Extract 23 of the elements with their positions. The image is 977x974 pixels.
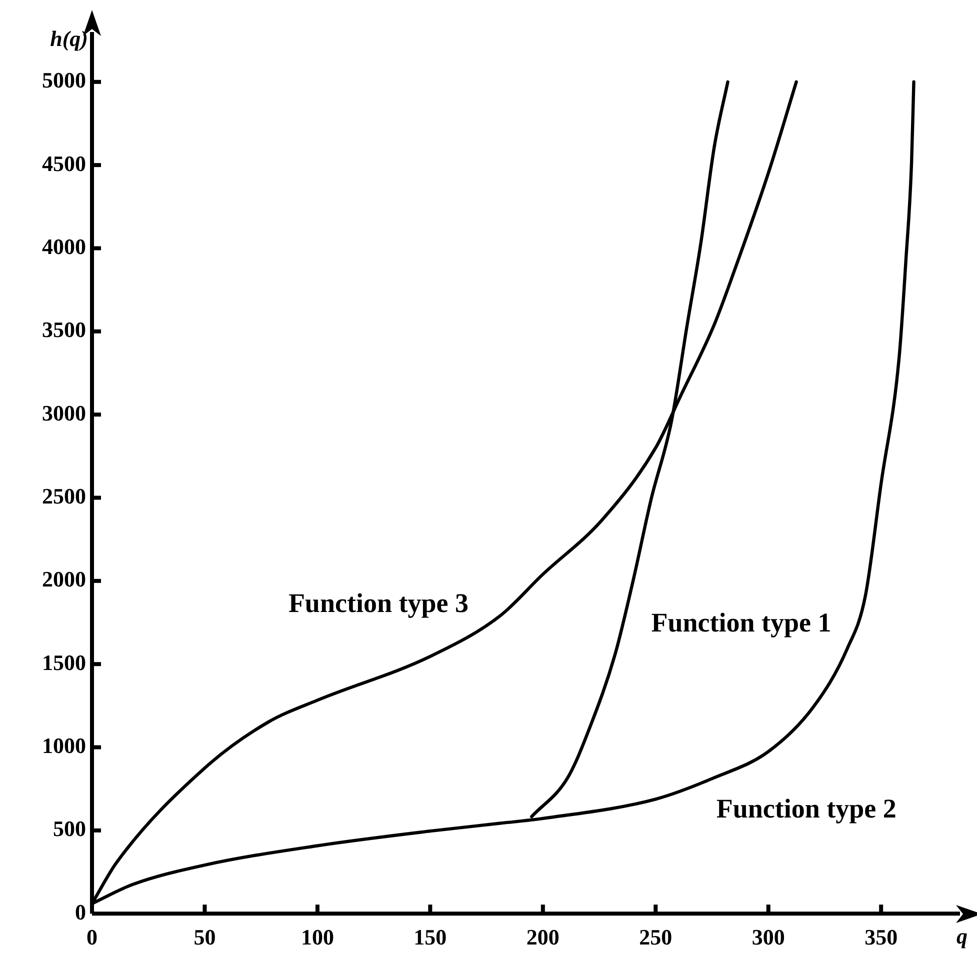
series-label: Function type 3 [288, 588, 468, 618]
x-tick-label: 50 [194, 924, 216, 950]
y-tick-label: 2500 [42, 483, 86, 508]
y-tick-label: 0 [75, 899, 86, 924]
y-tick-label: 1500 [42, 650, 86, 675]
y-tick-label: 4000 [42, 234, 86, 259]
x-tick-label: 100 [300, 924, 334, 950]
x-tick-label: 300 [752, 924, 785, 950]
y-tick-label: 500 [53, 816, 86, 842]
y-tick-label: 1000 [42, 732, 86, 758]
series-label: Function type 2 [716, 793, 896, 824]
y-tick-label: 5000 [42, 68, 86, 93]
x-tick-label: 350 [864, 924, 898, 950]
y-tick-label: 3500 [42, 317, 86, 342]
y-tick-label: 3000 [42, 400, 86, 426]
x-tick-label: 150 [414, 924, 447, 950]
y-tick-label: 2000 [42, 566, 86, 592]
y-axis-title: h(q) [50, 26, 88, 51]
x-tick-label: 250 [639, 924, 672, 950]
series-label: Function type 1 [651, 607, 832, 638]
y-tick-label: 4500 [42, 150, 86, 176]
x-axis-title: q [956, 924, 968, 949]
x-tick-label: 200 [526, 924, 560, 950]
